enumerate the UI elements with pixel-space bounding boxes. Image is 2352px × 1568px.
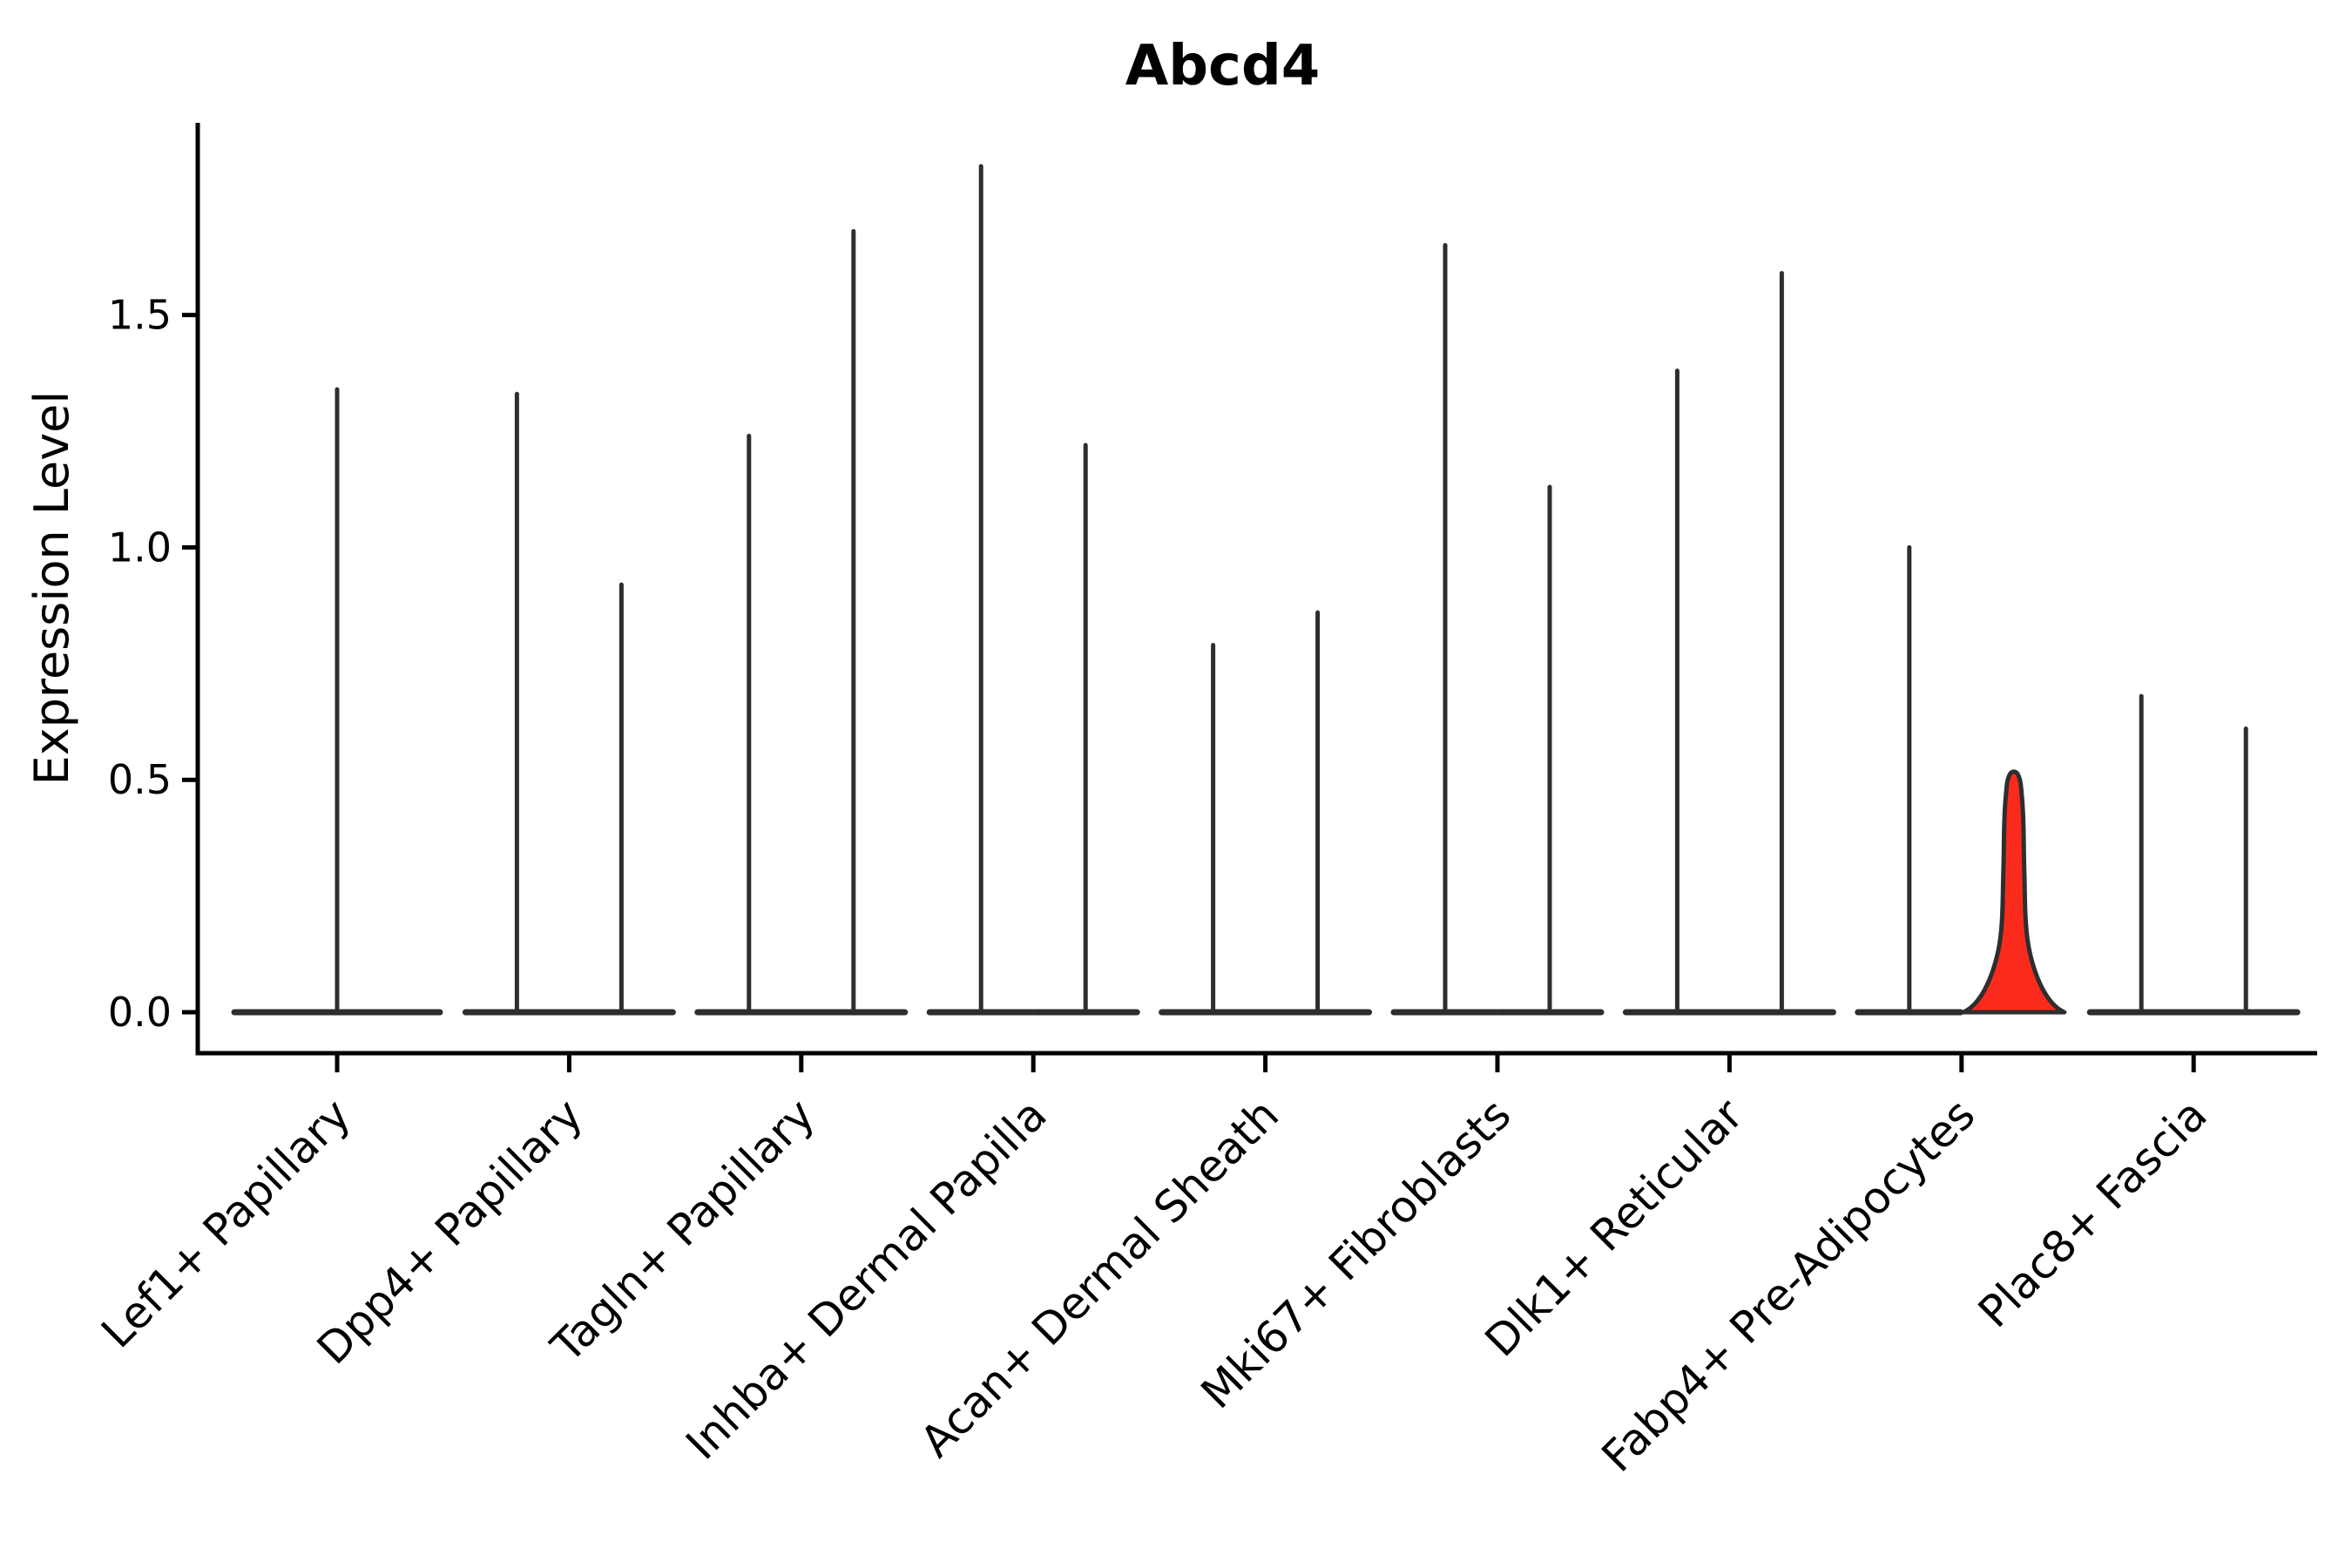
y-tick-label: 0.5: [108, 756, 172, 803]
y-tick-label: 1.5: [108, 292, 172, 339]
chart-title: Abcd4: [1125, 34, 1321, 98]
y-tick-label: 0.0: [108, 989, 172, 1036]
violins-layer: [231, 164, 2301, 1016]
y-axis-label: Expression Level: [24, 391, 79, 786]
y-tick-label: 1.0: [108, 524, 172, 571]
violin-highlighted: [1961, 769, 2067, 1015]
